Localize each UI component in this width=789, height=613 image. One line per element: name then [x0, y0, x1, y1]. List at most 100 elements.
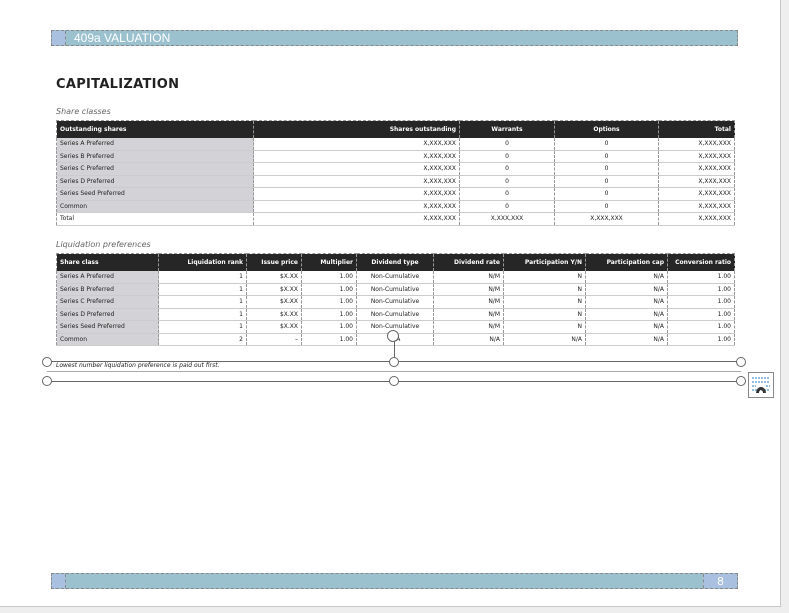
table-cell[interactable]: X,XXX,XXX [658, 150, 735, 163]
table-cell[interactable]: N/A [585, 295, 668, 309]
resize-handle[interactable] [736, 357, 746, 367]
table-cell[interactable]: 1.00 [301, 295, 357, 309]
table-cell[interactable]: 1 [158, 283, 247, 296]
table-cell[interactable]: Series Seed Preferred [56, 187, 254, 201]
table-cell[interactable]: Series A Preferred [56, 138, 254, 151]
table-cell[interactable]: 1.00 [667, 333, 735, 346]
table-cell[interactable]: 0 [554, 150, 659, 163]
table-cell[interactable]: 1.00 [301, 308, 357, 321]
layout-options-icon[interactable] [748, 372, 774, 398]
table-cell[interactable]: 1.00 [301, 283, 357, 296]
table-cell[interactable]: X,XXX,XXX [658, 175, 735, 188]
resize-handle[interactable] [389, 376, 399, 386]
table-cell[interactable]: 0 [459, 150, 555, 163]
table-cell[interactable]: X,XXX,XXX [253, 212, 460, 226]
table-cell[interactable]: 1 [158, 308, 247, 321]
table-cell[interactable]: 0 [459, 187, 555, 201]
table-cell[interactable]: $X.XX [246, 320, 302, 334]
table-cell[interactable]: 0 [459, 200, 555, 213]
table-cell[interactable]: N/A [585, 271, 668, 284]
resize-handle[interactable] [736, 376, 746, 386]
table-cell[interactable]: X,XXX,XXX [253, 138, 460, 151]
table-cell[interactable]: N/M [433, 308, 504, 321]
table-cell[interactable]: N/A [585, 283, 668, 296]
table-cell[interactable]: X,XXX,XXX [658, 162, 735, 176]
table-cell[interactable]: N [503, 271, 586, 284]
table-cell[interactable]: Series C Preferred [56, 295, 159, 309]
table-cell[interactable]: N [503, 320, 586, 334]
table-cell[interactable]: 1.00 [301, 320, 357, 334]
table-cell[interactable]: 1.00 [667, 308, 735, 321]
table-cell[interactable]: X,XXX,XXX [253, 175, 460, 188]
table-cell[interactable]: X,XXX,XXX [658, 200, 735, 213]
table-cell[interactable]: X,XXX,XXX [658, 187, 735, 201]
liquidation-table[interactable]: Share class Liquidation rank Issue price Mu… [56, 253, 735, 346]
table-cell[interactable]: N [503, 308, 586, 321]
table-cell[interactable]: N/A [503, 333, 586, 346]
page-footer[interactable]: 8 [51, 573, 738, 589]
table-cell[interactable]: 2 [158, 333, 247, 346]
table-cell[interactable]: 1.00 [301, 271, 357, 284]
table-cell[interactable]: N/M [433, 283, 504, 296]
table-cell[interactable]: $X.XX [246, 271, 302, 284]
table-cell[interactable]: X,XXX,XXX [253, 200, 460, 213]
table-cell[interactable]: Series D Preferred [56, 175, 254, 188]
table-cell[interactable]: $X.XX [246, 295, 302, 309]
table-cell[interactable]: 1.00 [667, 271, 735, 284]
table-cell[interactable]: 0 [554, 175, 659, 188]
table-cell[interactable]: X,XXX,XXX [658, 138, 735, 151]
share-classes-table[interactable]: Outstanding shares Shares outstanding Warr… [56, 120, 735, 226]
table-cell[interactable]: X,XXX,XXX [459, 212, 555, 226]
table-cell[interactable]: N [503, 283, 586, 296]
table-cell[interactable]: 1 [158, 295, 247, 309]
table-cell[interactable]: Series B Preferred [56, 283, 159, 296]
table-cell[interactable]: 0 [554, 187, 659, 201]
table-cell[interactable]: 1 [158, 320, 247, 334]
table-cell[interactable]: N/A [433, 333, 504, 346]
table-cell[interactable]: Series Seed Preferred [56, 320, 159, 334]
table-cell[interactable]: Non-Cumulative [356, 295, 434, 309]
table-cell[interactable]: Common [56, 200, 254, 213]
table-cell[interactable]: 0 [459, 162, 555, 176]
table-cell[interactable]: Total [56, 212, 254, 226]
table-cell[interactable]: 1.00 [301, 333, 357, 346]
table-cell[interactable]: $X.XX [246, 308, 302, 321]
table-cell[interactable]: X,XXX,XXX [253, 187, 460, 201]
table-cell[interactable]: 1.00 [667, 320, 735, 334]
table-cell[interactable]: N/M [433, 320, 504, 334]
resize-handle[interactable] [42, 357, 52, 367]
table-cell[interactable]: Series C Preferred [56, 162, 254, 176]
table-cell[interactable]: 0 [459, 138, 555, 151]
table-cell[interactable]: N/M [433, 295, 504, 309]
table-cell[interactable]: Non-Cumulative [356, 271, 434, 284]
table-cell[interactable]: X,XXX,XXX [658, 212, 735, 226]
table-cell[interactable]: 0 [554, 138, 659, 151]
table-cell[interactable]: X,XXX,XXX [253, 150, 460, 163]
table-cell[interactable]: N/A [585, 308, 668, 321]
page-header[interactable]: 409a VALUATION [51, 30, 738, 46]
table-cell[interactable]: Common [56, 333, 159, 346]
table-cell[interactable]: 1.00 [667, 283, 735, 296]
table-cell[interactable]: N/A [585, 320, 668, 334]
table-cell[interactable]: Series B Preferred [56, 150, 254, 163]
table-cell[interactable]: X,XXX,XXX [554, 212, 659, 226]
table-cell[interactable]: Non-Cumulative [356, 308, 434, 321]
table-cell[interactable]: N [503, 295, 586, 309]
table-cell[interactable]: N/M [433, 271, 504, 284]
table-cell[interactable]: Non-Cumulative [356, 283, 434, 296]
table-cell[interactable]: – [246, 333, 302, 346]
table-cell[interactable]: Series A Preferred [56, 271, 159, 284]
table-cell[interactable]: 1 [158, 271, 247, 284]
table-cell[interactable]: N/A [585, 333, 668, 346]
table-cell[interactable]: 1.00 [667, 295, 735, 309]
rotate-handle-icon[interactable] [387, 330, 399, 342]
table-cell[interactable]: 0 [554, 200, 659, 213]
resize-handle[interactable] [42, 376, 52, 386]
table-cell[interactable]: 0 [459, 175, 555, 188]
table-cell[interactable]: $X.XX [246, 283, 302, 296]
resize-handle[interactable] [389, 357, 399, 367]
footnote[interactable]: Lowest number liquidation preference is … [56, 362, 220, 369]
table-cell[interactable]: X,XXX,XXX [253, 162, 460, 176]
table-cell[interactable]: 0 [554, 162, 659, 176]
table-cell[interactable]: Series D Preferred [56, 308, 159, 321]
